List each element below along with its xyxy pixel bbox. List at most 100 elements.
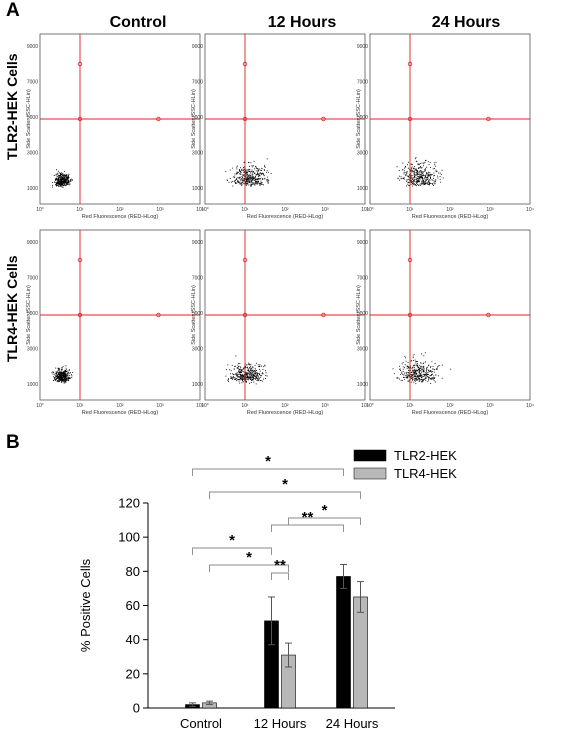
event-dot bbox=[239, 178, 241, 180]
event-dot bbox=[440, 174, 442, 176]
event-dot bbox=[422, 178, 424, 180]
event-dot bbox=[424, 374, 426, 376]
event-dot bbox=[59, 183, 60, 185]
event-dot bbox=[64, 176, 66, 178]
event-dot bbox=[406, 171, 408, 173]
event-dot bbox=[418, 379, 420, 380]
event-dot bbox=[417, 369, 419, 371]
event-dot bbox=[62, 181, 64, 183]
event-dot bbox=[246, 171, 248, 173]
event-dot bbox=[61, 371, 63, 373]
event-dot bbox=[420, 166, 421, 168]
event-dot bbox=[242, 177, 244, 179]
event-dot bbox=[62, 182, 64, 184]
event-dot bbox=[427, 176, 429, 178]
event-dot bbox=[242, 178, 244, 180]
event-dot bbox=[429, 176, 431, 178]
event-dot bbox=[58, 178, 60, 180]
event-dot bbox=[252, 176, 253, 178]
event-dot bbox=[414, 373, 416, 375]
event-dot bbox=[65, 185, 67, 187]
event-dot bbox=[60, 372, 62, 374]
x-tick-label: 10° bbox=[36, 403, 44, 409]
event-dot bbox=[265, 171, 267, 173]
event-dot bbox=[65, 175, 67, 177]
event-dot bbox=[415, 383, 417, 385]
event-dot bbox=[412, 170, 413, 172]
event-dot bbox=[397, 377, 399, 379]
event-dot bbox=[266, 158, 268, 160]
event-dot bbox=[413, 181, 415, 182]
event-dot bbox=[420, 381, 422, 383]
event-dot bbox=[62, 184, 64, 185]
y-tick-label: 9000 bbox=[27, 44, 38, 50]
event-dot bbox=[404, 165, 406, 167]
x-tick-label: 10⁴ bbox=[196, 207, 204, 213]
event-dot bbox=[235, 173, 237, 175]
event-dot bbox=[415, 168, 417, 170]
y-tick-label: 0 bbox=[133, 701, 140, 716]
y-axis-label: Side Scatter (SSC-HLin) bbox=[191, 285, 197, 345]
event-dot bbox=[61, 372, 63, 374]
event-dot bbox=[422, 379, 424, 381]
event-dot bbox=[64, 181, 66, 183]
event-dot bbox=[55, 184, 57, 186]
event-dot bbox=[402, 362, 404, 363]
event-dot bbox=[257, 170, 259, 172]
event-dot bbox=[400, 369, 401, 371]
event-dot bbox=[250, 176, 252, 178]
event-dot bbox=[54, 181, 56, 183]
event-dot bbox=[237, 181, 239, 182]
event-dot bbox=[423, 375, 425, 377]
event-dot bbox=[428, 379, 430, 381]
event-dot bbox=[252, 367, 254, 369]
event-dot bbox=[413, 179, 415, 181]
event-dot bbox=[238, 169, 240, 171]
event-dot bbox=[410, 175, 412, 177]
event-dot bbox=[258, 181, 259, 183]
x-tick-label: 10¹ bbox=[241, 207, 249, 213]
event-dot bbox=[430, 177, 432, 178]
event-dot bbox=[239, 379, 241, 381]
event-dot bbox=[250, 382, 252, 383]
event-dot bbox=[243, 179, 245, 181]
event-dot bbox=[57, 185, 59, 187]
event-dot bbox=[261, 184, 263, 185]
event-dot bbox=[435, 169, 437, 171]
event-dot bbox=[417, 375, 419, 377]
event-dot bbox=[56, 380, 58, 382]
legend-label: TLR2-HEK bbox=[394, 448, 457, 463]
event-dot bbox=[420, 177, 422, 179]
y-axis-label: Side Scatter (SSC-HLin) bbox=[26, 285, 32, 345]
event-dot bbox=[250, 185, 252, 186]
event-dot bbox=[412, 360, 414, 361]
event-dot bbox=[430, 178, 431, 180]
event-dot bbox=[61, 380, 63, 382]
event-dot bbox=[411, 175, 413, 177]
event-dot bbox=[412, 178, 414, 180]
event-dot bbox=[247, 176, 249, 178]
event-dot bbox=[52, 380, 54, 381]
event-dot bbox=[410, 170, 412, 172]
y-tick-label: 3000 bbox=[192, 347, 203, 353]
event-dot bbox=[65, 371, 67, 373]
event-dot bbox=[423, 184, 425, 186]
event-dot bbox=[246, 183, 247, 185]
event-dot bbox=[406, 375, 408, 377]
event-dot bbox=[245, 374, 247, 376]
event-dot bbox=[247, 182, 249, 184]
event-dot bbox=[420, 362, 422, 364]
event-dot bbox=[56, 185, 58, 186]
x-tick-label: 10¹ bbox=[76, 403, 84, 409]
event-dot bbox=[410, 180, 412, 182]
event-dot bbox=[236, 378, 238, 380]
event-dot bbox=[250, 180, 252, 182]
event-dot bbox=[238, 372, 240, 374]
event-dot bbox=[242, 180, 244, 182]
event-dot bbox=[248, 170, 249, 172]
event-dot bbox=[242, 181, 243, 183]
event-dot bbox=[252, 379, 253, 380]
event-dot bbox=[423, 369, 425, 371]
event-dot bbox=[255, 375, 256, 377]
event-dot bbox=[68, 183, 70, 185]
